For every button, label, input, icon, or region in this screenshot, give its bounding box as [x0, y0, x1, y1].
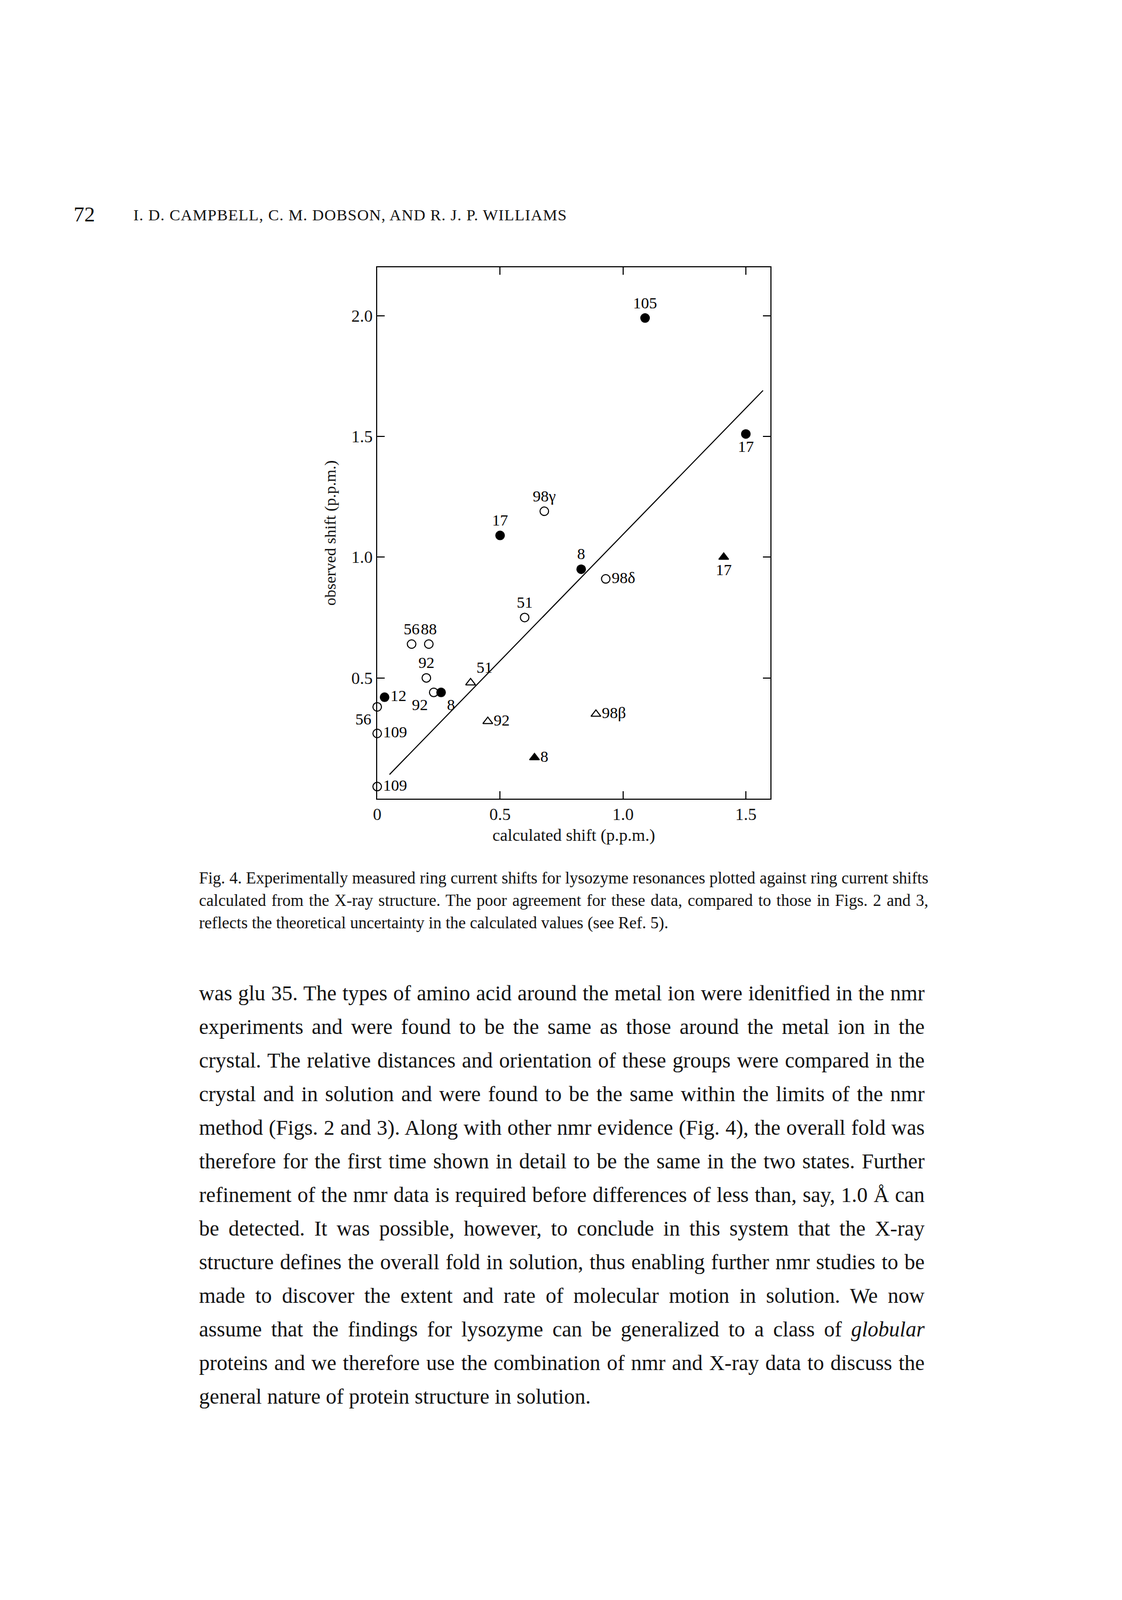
svg-text:12: 12	[390, 686, 407, 705]
svg-text:8: 8	[577, 544, 586, 563]
svg-text:calculated shift (p.p.m.): calculated shift (p.p.m.)	[492, 825, 656, 845]
svg-text:56: 56	[403, 619, 420, 638]
svg-text:51: 51	[476, 658, 493, 676]
svg-text:56: 56	[355, 710, 372, 728]
svg-text:1.0: 1.0	[351, 547, 373, 567]
svg-text:88: 88	[420, 619, 437, 638]
html-text:I. D. CAMPBELL, C. M. DOBSON,: I. D. CAMPBELL, C. M. DOBSON, AND R. J. …	[133, 205, 568, 224]
svg-text:1.5: 1.5	[351, 426, 373, 447]
svg-text:1.0: 1.0	[612, 804, 634, 824]
svg-text:0: 0	[372, 804, 382, 824]
svg-text:98β: 98β	[601, 703, 626, 722]
svg-text:observed shift (p.p.m.): observed shift (p.p.m.)	[321, 460, 340, 606]
svg-text:105: 105	[633, 293, 658, 312]
svg-text:51: 51	[516, 593, 533, 611]
svg-text:109: 109	[383, 776, 408, 794]
svg-text:0.5: 0.5	[351, 668, 373, 688]
svg-text:2.0: 2.0	[351, 306, 373, 326]
html-text:proteins and we therefore use: proteins and we therefore use the combin…	[199, 1350, 925, 1409]
svg-text:98δ: 98δ	[611, 568, 635, 587]
html-text:72: 72	[73, 202, 95, 227]
svg-text:17: 17	[491, 511, 508, 529]
svg-text:92: 92	[411, 695, 428, 714]
svg-text:0.5: 0.5	[489, 804, 511, 824]
svg-text:98γ: 98γ	[532, 487, 556, 505]
html-text:was glu 35. The types of amino: was glu 35. The types of amino acid arou…	[199, 981, 925, 1342]
html-text:Fig. 4. Experimentally measure: Fig. 4. Experimentally measured ring cur…	[199, 868, 929, 933]
svg-text:8: 8	[447, 695, 456, 714]
svg-text:8: 8	[540, 747, 549, 766]
svg-text:17: 17	[737, 437, 754, 456]
svg-text:1.5: 1.5	[735, 804, 757, 824]
svg-text:92: 92	[418, 653, 435, 672]
svg-text:109: 109	[383, 722, 408, 741]
svg-text:92: 92	[493, 711, 510, 729]
svg-text:17: 17	[715, 560, 732, 579]
